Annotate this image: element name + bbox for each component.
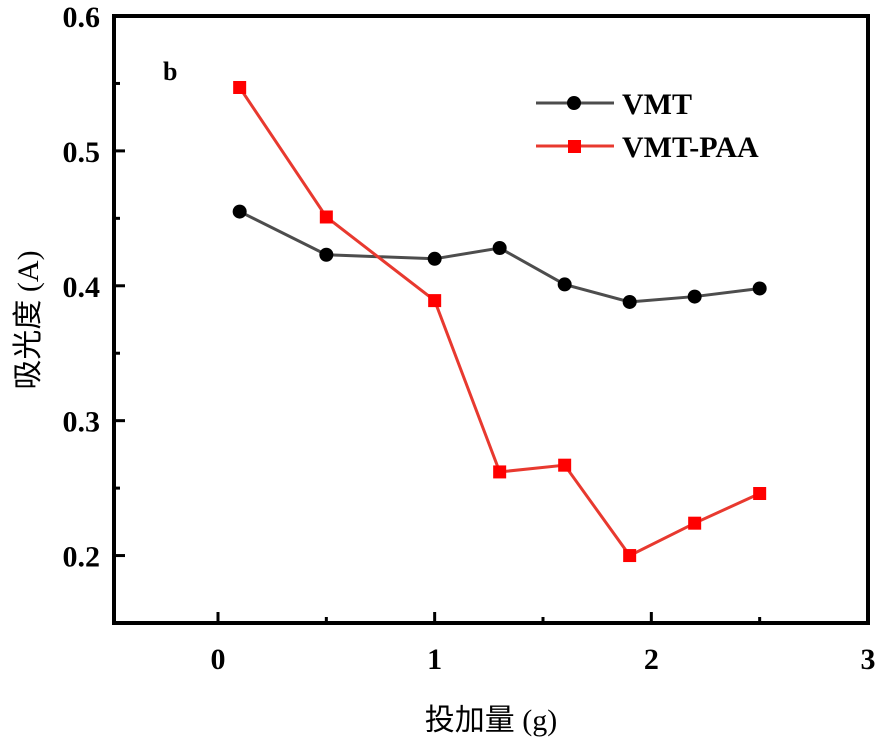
- data-point-vmt-paa: [233, 80, 247, 94]
- legend-label-vmt-paa: VMT-PAA: [622, 131, 759, 164]
- y-tick-label: 0.5: [63, 136, 101, 169]
- series-vmt: [232, 204, 767, 309]
- y-tick-label: 0.2: [63, 541, 101, 574]
- y-axis-title: 吸光度 (A): [12, 250, 45, 389]
- x-tick-label: 3: [861, 643, 876, 676]
- y-tick-label: 0.4: [63, 271, 101, 304]
- series-line-vmt-paa: [238, 86, 761, 558]
- legend-item-vmt-paa: VMT-PAA: [536, 131, 759, 164]
- data-point-vmt-paa: [493, 465, 507, 479]
- series-line-vmt: [238, 210, 760, 304]
- data-point-vmt: [492, 241, 507, 256]
- data-point-vmt: [232, 204, 247, 219]
- data-point-vmt-paa: [319, 210, 333, 224]
- x-axis-title: 投加量 (g): [425, 704, 557, 737]
- x-tick-label: 0: [211, 643, 226, 676]
- series-layer: [232, 80, 767, 563]
- y-tick-label: 0.3: [63, 406, 101, 439]
- data-point-vmt: [752, 281, 767, 296]
- y-axis-ticks: 0.2 0.3 0.4 0.5 0.6: [63, 1, 125, 574]
- legend-item-vmt: VMT: [536, 88, 692, 121]
- data-point-vmt-paa: [688, 516, 702, 530]
- plot-frame: [112, 14, 870, 625]
- legend: VMT VMT-PAA: [536, 88, 759, 164]
- data-point-vmt-paa: [623, 549, 637, 563]
- legend-label-vmt: VMT: [622, 88, 692, 121]
- data-point-vmt: [557, 277, 572, 292]
- legend-marker-vmt: [567, 96, 581, 110]
- legend-marker-vmt-paa: [568, 140, 581, 153]
- data-point-vmt-paa: [428, 294, 442, 308]
- data-point-vmt: [622, 294, 637, 309]
- data-point-vmt: [427, 251, 442, 266]
- panel-label: b: [163, 57, 177, 86]
- data-point-vmt-paa: [753, 487, 767, 501]
- x-tick-label: 2: [644, 643, 659, 676]
- data-point-vmt-paa: [558, 458, 572, 472]
- y-tick-label: 0.6: [63, 1, 101, 34]
- x-axis-ticks: 0 1 2 3: [211, 612, 876, 676]
- series-vmt-paa: [233, 80, 767, 563]
- x-tick-label: 1: [427, 643, 442, 676]
- data-point-vmt: [319, 247, 334, 262]
- data-point-vmt: [687, 289, 702, 304]
